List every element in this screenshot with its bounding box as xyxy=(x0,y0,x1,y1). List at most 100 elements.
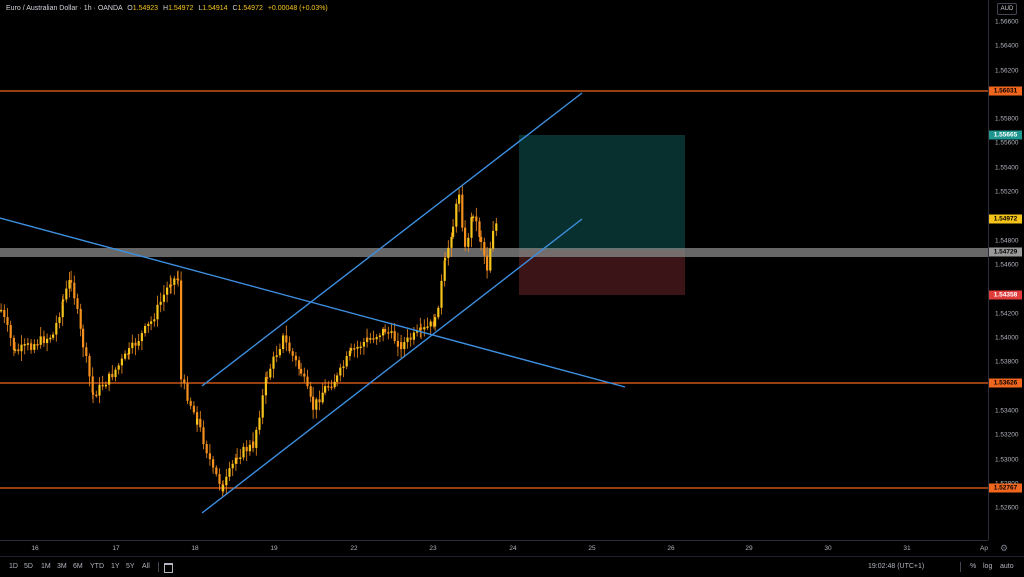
candle-body xyxy=(318,399,321,403)
channel-lower-line[interactable] xyxy=(201,218,583,514)
close-value: 1.54972 xyxy=(237,5,263,12)
range-button-1d[interactable]: 1D xyxy=(9,563,18,570)
candle-body xyxy=(495,223,498,231)
range-button-all[interactable]: All xyxy=(142,563,150,570)
candle-body xyxy=(291,351,294,356)
candle-body xyxy=(362,342,365,347)
price-tag-support-mid[interactable]: 1.53626 xyxy=(989,378,1022,388)
price-tag-last[interactable]: 1.54972 xyxy=(989,214,1022,224)
candle-body xyxy=(30,346,33,350)
candle-body xyxy=(359,346,362,349)
range-button-ytd[interactable]: YTD xyxy=(90,563,104,570)
range-button-6m[interactable]: 6M xyxy=(73,563,83,570)
candle-body xyxy=(189,400,192,406)
price-tag-resistance[interactable]: 1.56031 xyxy=(989,86,1022,96)
candle-body xyxy=(162,294,165,302)
candle-body xyxy=(467,237,470,247)
time-tick: 16 xyxy=(31,545,39,552)
key-level-band[interactable] xyxy=(0,248,988,257)
channel-upper-line[interactable] xyxy=(201,92,583,387)
price-axis[interactable] xyxy=(988,0,1024,540)
candle-body xyxy=(114,369,117,378)
descending-trendline[interactable] xyxy=(0,217,626,388)
time-tick: 19 xyxy=(270,545,278,552)
price-tick: 1.54000 xyxy=(995,334,1019,342)
stop-zone[interactable] xyxy=(519,250,685,295)
candle-body xyxy=(79,308,82,329)
utc-clock[interactable]: 19:02:48 (UTC+1) xyxy=(868,563,925,570)
price-tick: 1.55600 xyxy=(995,139,1019,147)
price-tag-stop[interactable]: 1.54358 xyxy=(989,290,1022,300)
percent-toggle[interactable]: % xyxy=(970,563,977,570)
time-tick: 22 xyxy=(350,545,358,552)
currency-badge[interactable]: AUD xyxy=(997,3,1017,15)
chart-pane[interactable]: Euro / Australian Dollar · 1h · OANDA O1… xyxy=(0,0,988,540)
open-label: O xyxy=(127,5,133,12)
candle-body xyxy=(61,301,64,318)
range-button-3m[interactable]: 3M xyxy=(57,563,67,570)
price-chart[interactable] xyxy=(0,0,988,540)
candle-body xyxy=(348,350,351,357)
log-toggle[interactable]: log xyxy=(983,563,993,570)
candle-body xyxy=(208,453,211,460)
candle-body xyxy=(400,342,403,350)
candle-body xyxy=(486,255,489,271)
candle-body xyxy=(111,373,114,378)
candle-body xyxy=(49,337,52,340)
candle-body xyxy=(62,299,65,302)
candle-body xyxy=(95,394,98,397)
candle-body xyxy=(248,444,251,452)
range-button-1m[interactable]: 1M xyxy=(41,563,51,570)
candle-body xyxy=(375,336,378,340)
symbol-title[interactable]: Euro / Australian Dollar · 1h · OANDA xyxy=(6,5,123,12)
candle-body xyxy=(492,230,495,249)
range-button-5d[interactable]: 5D xyxy=(24,563,33,570)
candle-body xyxy=(218,474,221,484)
candle-body xyxy=(58,317,61,323)
price-tag-zone[interactable]: 1.54729 xyxy=(989,247,1022,257)
price-tick: 1.53800 xyxy=(995,358,1019,366)
candle-body xyxy=(432,321,435,327)
candle-body xyxy=(144,326,147,334)
candle-body xyxy=(104,384,107,387)
candle-body xyxy=(20,344,23,352)
candle-body xyxy=(228,468,231,477)
gear-icon[interactable]: ⚙ xyxy=(1000,543,1009,553)
high-value: 1.54972 xyxy=(168,5,194,12)
candle-body xyxy=(127,353,130,356)
candle-body xyxy=(39,336,42,345)
candle-body xyxy=(294,355,297,361)
calendar-icon[interactable] xyxy=(164,563,173,573)
candle-body xyxy=(234,457,237,464)
price-tag-target[interactable]: 1.55665 xyxy=(989,130,1022,140)
candle-body xyxy=(452,226,455,237)
candle-body xyxy=(70,280,73,283)
price-tick: 1.53200 xyxy=(995,431,1019,439)
candle-body xyxy=(461,194,464,228)
open-value: 1.54923 xyxy=(132,5,159,12)
candle-body xyxy=(242,446,245,458)
candle-body xyxy=(236,457,239,460)
candle-body xyxy=(159,301,162,305)
candle-body xyxy=(366,337,369,340)
candle-body xyxy=(416,330,419,333)
candle-body xyxy=(393,331,396,342)
price-tag-support-low[interactable]: 1.52767 xyxy=(989,483,1022,493)
candle-body xyxy=(412,332,415,340)
candle-body xyxy=(177,278,180,281)
time-axis[interactable]: 16 17 18 19 22 23 24 25 26 29 30 31 Ap xyxy=(0,540,988,555)
candle-body xyxy=(3,309,6,318)
target-zone[interactable] xyxy=(519,135,685,250)
candle-body xyxy=(269,368,272,378)
range-button-5y[interactable]: 5Y xyxy=(126,563,135,570)
range-button-1y[interactable]: 1Y xyxy=(111,563,120,570)
candle-body xyxy=(345,356,348,367)
time-tick: 25 xyxy=(588,545,596,552)
bottom-toolbar: 1D 5D 1M 3M 6M YTD 1Y 5Y All 19:02:48 (U… xyxy=(0,556,1024,577)
auto-toggle[interactable]: auto xyxy=(1000,563,1014,570)
candle-body xyxy=(369,338,372,340)
candle-body xyxy=(298,360,301,369)
candle-body xyxy=(258,417,261,430)
candle-body xyxy=(215,467,218,475)
candle-body xyxy=(372,338,375,340)
